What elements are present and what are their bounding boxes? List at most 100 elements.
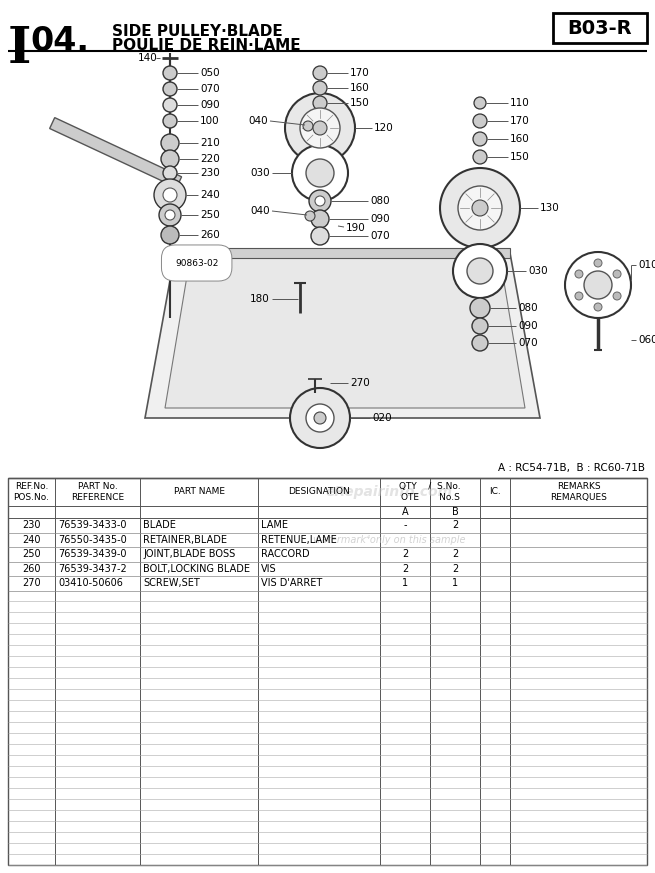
Text: 120: 120 (374, 123, 394, 133)
Text: A : RC54-71B,  B : RC60-71B: A : RC54-71B, B : RC60-71B (498, 463, 645, 473)
Circle shape (163, 166, 177, 180)
Circle shape (285, 93, 355, 163)
Circle shape (154, 179, 186, 211)
Bar (8, 478, 647, 865)
Text: 270: 270 (22, 578, 41, 588)
Circle shape (315, 196, 325, 206)
Text: 070: 070 (200, 84, 219, 94)
Text: RETAINER,BLADE: RETAINER,BLADE (143, 535, 227, 545)
Text: 250: 250 (200, 210, 219, 220)
Text: 230: 230 (200, 168, 219, 178)
Circle shape (613, 292, 621, 300)
Text: 180: 180 (250, 294, 270, 304)
Text: LAME: LAME (261, 520, 288, 530)
Text: 010: 010 (638, 260, 655, 270)
Text: 76550-3435-0: 76550-3435-0 (58, 535, 127, 545)
Text: 150: 150 (350, 98, 370, 108)
Circle shape (165, 210, 175, 220)
Text: 030: 030 (250, 168, 270, 178)
Text: 270: 270 (350, 378, 370, 388)
Text: watermark⁴only on this sample: watermark⁴only on this sample (312, 535, 465, 545)
Circle shape (306, 404, 334, 432)
Text: 160: 160 (350, 83, 370, 93)
Text: 2: 2 (402, 549, 408, 560)
Text: 090: 090 (370, 214, 390, 224)
Text: 1: 1 (452, 578, 458, 588)
Circle shape (163, 66, 177, 80)
Text: 160: 160 (510, 134, 530, 144)
Text: RACCORD: RACCORD (261, 549, 310, 560)
Circle shape (309, 190, 331, 212)
Text: BLADE: BLADE (143, 520, 176, 530)
Text: 2: 2 (452, 549, 458, 560)
Circle shape (292, 145, 348, 201)
Circle shape (473, 150, 487, 164)
Text: 040: 040 (250, 206, 270, 216)
Circle shape (584, 271, 612, 299)
Circle shape (313, 66, 327, 80)
Text: PART No.
REFERENCE: PART No. REFERENCE (71, 482, 124, 502)
Bar (553, 13, 647, 43)
Circle shape (314, 412, 326, 424)
Text: POULIE DE REIN·LAME: POULIE DE REIN·LAME (112, 38, 301, 53)
Circle shape (565, 252, 631, 318)
Text: VIS: VIS (261, 564, 276, 574)
Text: 070: 070 (518, 338, 538, 348)
Circle shape (453, 244, 507, 298)
Text: REMARKS
REMARQUES: REMARKS REMARQUES (550, 482, 607, 502)
Circle shape (311, 227, 329, 245)
Text: 100: 100 (200, 116, 219, 126)
Circle shape (473, 132, 487, 146)
Circle shape (594, 303, 602, 311)
Text: A: A (402, 507, 408, 517)
Circle shape (575, 270, 583, 278)
Text: 190: 190 (346, 223, 365, 233)
Circle shape (163, 114, 177, 128)
Circle shape (470, 298, 490, 318)
Text: 090: 090 (518, 321, 538, 331)
Text: PART NAME: PART NAME (174, 487, 225, 497)
Text: 76539-3439-0: 76539-3439-0 (58, 549, 126, 560)
Text: 030: 030 (528, 266, 548, 276)
Text: JOINT,BLADE BOSS: JOINT,BLADE BOSS (143, 549, 235, 560)
Text: I: I (8, 25, 31, 74)
Circle shape (305, 211, 315, 221)
Circle shape (575, 292, 583, 300)
Text: 210: 210 (200, 138, 219, 148)
Text: QTY    /  S.No.
OTE       No.S: QTY / S.No. OTE No.S (399, 482, 461, 502)
Polygon shape (50, 118, 181, 188)
Circle shape (303, 121, 313, 131)
Text: SCREW,SET: SCREW,SET (143, 578, 200, 588)
Circle shape (159, 204, 181, 226)
Circle shape (163, 98, 177, 112)
Circle shape (311, 210, 329, 228)
Text: VIS D'ARRET: VIS D'ARRET (261, 578, 322, 588)
Circle shape (594, 259, 602, 267)
Text: 080: 080 (370, 196, 390, 206)
Circle shape (313, 96, 327, 110)
Text: 170: 170 (350, 68, 370, 78)
Text: 140: 140 (138, 53, 158, 63)
Text: 130: 130 (540, 203, 560, 213)
Polygon shape (145, 253, 540, 418)
Circle shape (440, 168, 520, 248)
Circle shape (472, 335, 488, 351)
Text: 260: 260 (200, 230, 219, 240)
Circle shape (613, 270, 621, 278)
Text: 060: 060 (638, 335, 655, 345)
Text: 250: 250 (22, 549, 41, 560)
Circle shape (467, 258, 493, 284)
Polygon shape (175, 248, 510, 258)
Text: 2: 2 (402, 564, 408, 574)
Circle shape (161, 226, 179, 244)
Text: 240: 240 (22, 535, 41, 545)
Circle shape (474, 97, 486, 109)
Circle shape (290, 388, 350, 448)
Circle shape (472, 200, 488, 216)
Circle shape (161, 134, 179, 152)
Text: 050: 050 (200, 68, 219, 78)
Text: B03-R: B03-R (568, 18, 632, 38)
Circle shape (306, 159, 334, 187)
Text: 76539-3437-2: 76539-3437-2 (58, 564, 127, 574)
Text: RETENUE,LAME: RETENUE,LAME (261, 535, 337, 545)
